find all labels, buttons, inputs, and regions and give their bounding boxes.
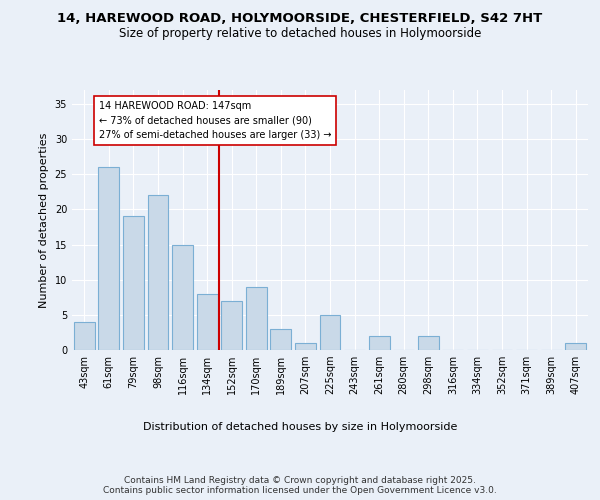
- Bar: [246, 287, 267, 350]
- Bar: [148, 196, 169, 350]
- Bar: [295, 343, 316, 350]
- Text: 14 HAREWOOD ROAD: 147sqm
← 73% of detached houses are smaller (90)
27% of semi-d: 14 HAREWOOD ROAD: 147sqm ← 73% of detach…: [99, 100, 332, 140]
- Bar: [418, 336, 439, 350]
- Bar: [221, 301, 242, 350]
- Bar: [271, 329, 292, 350]
- Bar: [565, 343, 586, 350]
- Text: Size of property relative to detached houses in Holymoorside: Size of property relative to detached ho…: [119, 28, 481, 40]
- Bar: [368, 336, 389, 350]
- Bar: [98, 168, 119, 350]
- Text: Contains HM Land Registry data © Crown copyright and database right 2025.
Contai: Contains HM Land Registry data © Crown c…: [103, 476, 497, 495]
- Bar: [74, 322, 95, 350]
- Bar: [197, 294, 218, 350]
- Bar: [172, 244, 193, 350]
- Bar: [320, 315, 340, 350]
- Text: 14, HAREWOOD ROAD, HOLYMOORSIDE, CHESTERFIELD, S42 7HT: 14, HAREWOOD ROAD, HOLYMOORSIDE, CHESTER…: [58, 12, 542, 26]
- Text: Distribution of detached houses by size in Holymoorside: Distribution of detached houses by size …: [143, 422, 457, 432]
- Y-axis label: Number of detached properties: Number of detached properties: [39, 132, 49, 308]
- Bar: [123, 216, 144, 350]
